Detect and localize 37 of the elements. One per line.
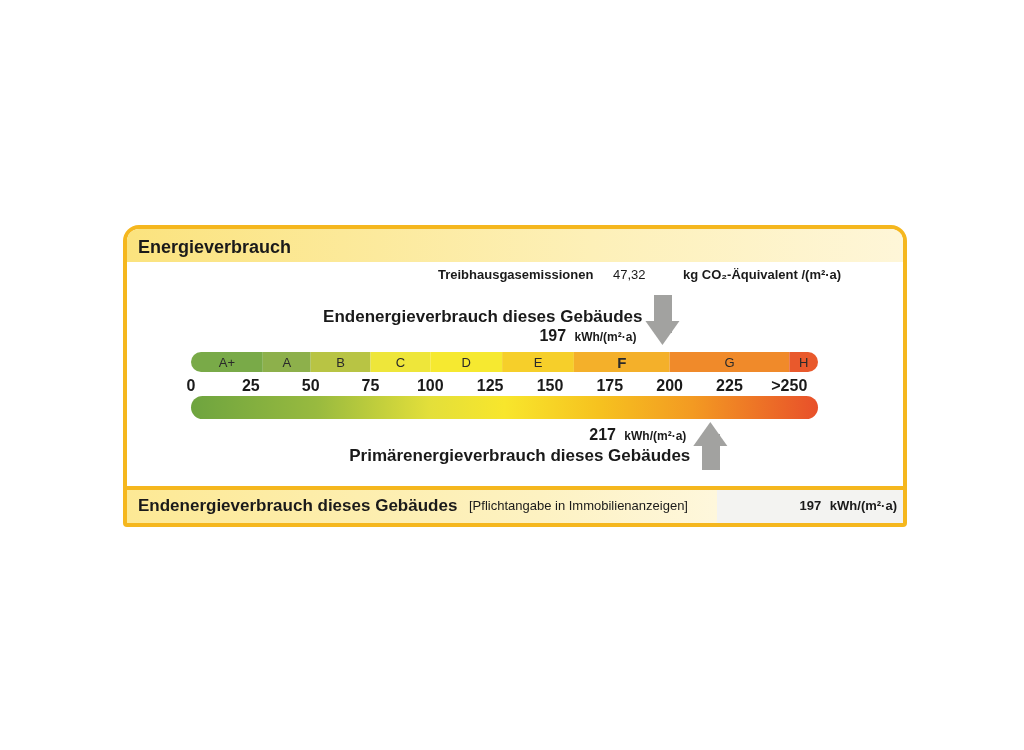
series-label: D (461, 354, 471, 370)
text: 197 kWh/(m²·a) (539, 327, 637, 344)
x-tick-label: 175 (596, 376, 624, 394)
bar (262, 352, 311, 372)
series-label: F (617, 353, 627, 371)
series-label: B (336, 354, 345, 370)
text: [Pflichtangabe in Immobilienanzeigen] (469, 497, 688, 513)
text: 47,32 (613, 266, 646, 282)
bar (191, 352, 263, 372)
x-tick-label: 100 (416, 376, 444, 394)
text: kg CO₂-Äquivalent /(m²·a) (683, 266, 842, 282)
text: 197 kWh/(m²·a) (799, 497, 897, 513)
x-tick-label: 200 (656, 376, 684, 394)
series-label: G (724, 354, 735, 370)
series-label: A+ (218, 354, 236, 370)
ref-line-label: Primärenergieverbrauch dieses Gebäudes (349, 445, 691, 465)
text: 217 kWh/(m²·a) (589, 426, 687, 443)
ref-line-label: Endenergieverbrauch dieses Gebäudes (323, 306, 643, 326)
text: Treibhausgasemissionen (438, 266, 594, 282)
text: Endenergieverbrauch dieses Gebäudes (138, 495, 458, 515)
series-label: H (798, 354, 809, 370)
x-tick-label: 225 (716, 376, 743, 394)
x-tick-label: >250 (771, 376, 808, 394)
x-tick-label: 25 (241, 376, 260, 394)
x-tick-label: 50 (301, 376, 320, 394)
chart-title: Energieverbrauch (138, 237, 292, 257)
bar (669, 352, 790, 372)
series-label: E (533, 354, 543, 370)
x-tick-label: 75 (361, 376, 380, 394)
bar (310, 352, 371, 372)
series-label: A (282, 354, 292, 370)
x-tick-label: 125 (476, 376, 504, 394)
x-tick-label: 0 (186, 376, 196, 394)
series-label: C (395, 354, 406, 370)
bar (573, 352, 670, 372)
x-tick-label: 150 (536, 376, 564, 394)
bar (502, 352, 574, 372)
